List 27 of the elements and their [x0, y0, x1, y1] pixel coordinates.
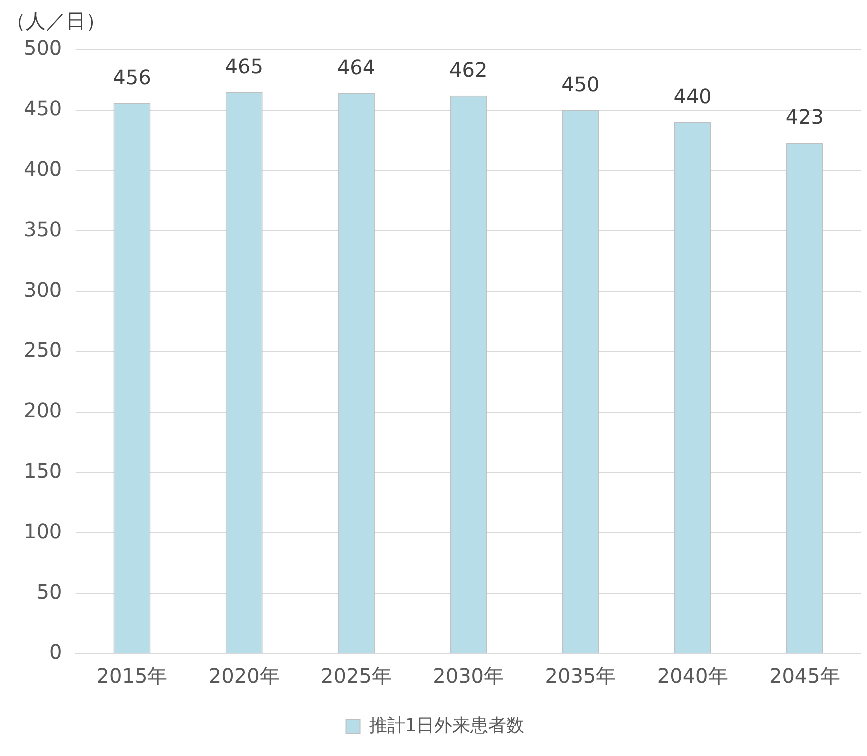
x-tick-label: 2015年: [96, 664, 168, 688]
y-tick-label: 0: [49, 640, 62, 664]
y-tick-label: 400: [24, 157, 62, 182]
y-tick-label: 300: [24, 278, 62, 302]
y-tick-label: 500: [24, 36, 62, 60]
y-axis-title: （人／日）: [6, 8, 106, 35]
data-label: 462: [449, 58, 488, 82]
data-label: 464: [337, 56, 376, 80]
x-tick-label: 2025年: [321, 664, 392, 688]
x-tick-label: 2045年: [769, 664, 840, 688]
x-tick-label: 2035年: [545, 664, 616, 688]
x-tick-label: 2040年: [657, 664, 728, 688]
data-label: 440: [674, 84, 712, 109]
y-tick-label: 50: [36, 580, 62, 604]
y-tick-label: 100: [24, 519, 62, 544]
legend-label: 推計1日外来患者数: [369, 716, 525, 737]
y-tick-label: 350: [24, 217, 62, 242]
x-tick-label: 2030年: [433, 664, 504, 688]
y-tick-label: 150: [24, 459, 62, 484]
data-label: 450: [562, 72, 600, 97]
data-label: 465: [225, 54, 264, 78]
x-tick-label: 2020年: [208, 664, 280, 688]
y-tick-label: 450: [24, 96, 62, 121]
y-tick-label: 250: [24, 338, 62, 362]
data-label: 423: [786, 105, 824, 130]
data-label: 456: [113, 65, 152, 90]
y-tick-label: 200: [24, 398, 62, 423]
